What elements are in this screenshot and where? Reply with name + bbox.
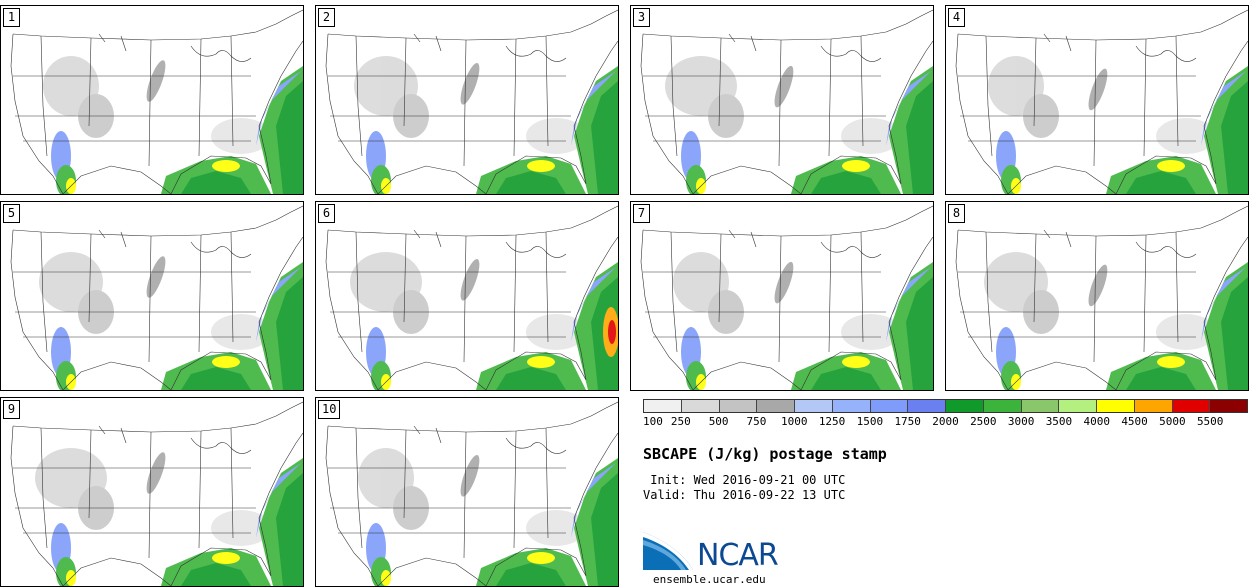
colorbar-tick-label: 1000: [781, 415, 808, 428]
colorbar-swatch: [719, 400, 758, 412]
colorbar-tick-label: 5000: [1159, 415, 1186, 428]
us-map-icon: [325, 401, 618, 586]
colorbar-tick-label: 3500: [1045, 415, 1073, 428]
us-map-icon: [955, 205, 1248, 390]
colorbar-tick-label: 3000: [1007, 415, 1035, 428]
map-panel-3: 3: [630, 5, 934, 195]
colorbar-swatch: [795, 400, 833, 412]
map-panel-2: 2: [315, 5, 619, 195]
map-panel-5: 5: [0, 201, 304, 391]
colorbar-swatch: [681, 400, 720, 412]
panel-number: 7: [633, 204, 650, 223]
panel-number: 5: [3, 204, 20, 223]
colorbar-tick-label: 1500: [856, 415, 884, 428]
map-panel-4: 4: [945, 5, 1249, 195]
us-map-icon: [325, 205, 618, 390]
valid-time: Valid: Thu 2016-09-22 13 UTC: [643, 488, 846, 502]
panel-number: 2: [318, 8, 335, 27]
map-panel-9: 9: [0, 397, 304, 587]
colorbar-swatch: [1059, 400, 1097, 412]
panel-number: 8: [948, 204, 965, 223]
colorbar-tick-label: 1750: [894, 415, 921, 428]
panel-number: 3: [633, 8, 650, 27]
colorbar-tick-label: 250: [670, 415, 691, 428]
map-panel-10: 10: [315, 397, 619, 587]
colorbar-tick-label: 1250: [818, 415, 846, 428]
colorbar-tick-label: 100: [643, 415, 663, 428]
colorbar-labels: 100 250 500 750 1000 1250 1500 1750 2000 2500 3000…: [643, 415, 1248, 429]
panel-number: 1: [3, 8, 20, 27]
logo-text: NCAR: [697, 538, 779, 573]
panel-number: 6: [318, 204, 335, 223]
panel-number: 4: [948, 8, 965, 27]
us-map-icon: [10, 205, 303, 390]
colorbar-tick-label: 2500: [970, 415, 997, 428]
colorbar-swatch: [1021, 400, 1060, 412]
us-map-icon: [640, 9, 933, 194]
colorbar-swatch: [1210, 400, 1247, 412]
panel-number: 10: [318, 400, 341, 419]
ncar-logo-icon: [643, 532, 693, 570]
colorbar-tick-label: 4500: [1121, 415, 1148, 428]
colorbar-swatch: [908, 400, 946, 412]
colorbar-swatch: [644, 400, 682, 412]
us-map-icon: [955, 9, 1248, 194]
colorbar-swatch: [1172, 400, 1211, 412]
map-panel-7: 7: [630, 201, 934, 391]
panel-number: 9: [3, 400, 20, 419]
map-panel-6: 6: [315, 201, 619, 391]
colorbar-swatch: [832, 400, 871, 412]
map-panel-1: 1: [0, 5, 304, 195]
colorbar-tick-label: 750: [746, 415, 767, 428]
colorbar-tick-label: 4000: [1083, 415, 1111, 428]
us-map-icon: [10, 401, 303, 586]
colorbar-swatch: [757, 400, 795, 412]
colorbar-swatch: [983, 400, 1022, 412]
colorbar: [643, 399, 1248, 413]
us-map-icon: [640, 205, 933, 390]
colorbar-tick-label: 5500: [1196, 415, 1224, 428]
us-map-icon: [10, 9, 303, 194]
colorbar-swatch: [870, 400, 909, 412]
logo-url: ensemble.ucar.edu: [653, 573, 766, 586]
colorbar-swatch: [1097, 400, 1135, 412]
map-panel-8: 8: [945, 201, 1249, 391]
colorbar-swatch: [1134, 400, 1173, 412]
page-title: SBCAPE (J/kg) postage stamp: [643, 445, 887, 463]
colorbar-swatch: [946, 400, 984, 412]
init-time: Init: Wed 2016-09-21 00 UTC: [643, 473, 846, 487]
us-map-icon: [325, 9, 618, 194]
colorbar-tick-label: 500: [708, 415, 729, 428]
colorbar-tick-label: 2000: [932, 415, 959, 428]
